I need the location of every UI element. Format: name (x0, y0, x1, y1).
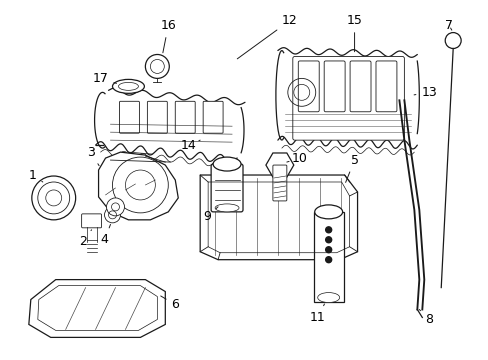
Bar (313, 212, 343, 302)
Text: 6: 6 (161, 296, 179, 311)
Text: 12: 12 (237, 14, 297, 59)
Text: 14: 14 (180, 139, 200, 152)
Text: 8: 8 (419, 310, 432, 326)
FancyBboxPatch shape (81, 214, 102, 228)
Circle shape (104, 207, 120, 223)
Ellipse shape (317, 293, 339, 302)
FancyBboxPatch shape (272, 165, 286, 201)
Text: 9: 9 (203, 207, 218, 223)
Text: 13: 13 (413, 86, 436, 99)
FancyBboxPatch shape (119, 101, 139, 133)
Text: 15: 15 (346, 14, 362, 52)
Text: 2: 2 (79, 230, 91, 248)
Circle shape (325, 257, 331, 263)
FancyBboxPatch shape (292, 57, 404, 140)
Ellipse shape (215, 204, 239, 212)
FancyBboxPatch shape (324, 61, 345, 112)
Circle shape (32, 176, 76, 220)
Text: 4: 4 (101, 224, 110, 246)
FancyBboxPatch shape (203, 101, 223, 133)
Text: 5: 5 (345, 154, 358, 183)
Polygon shape (99, 152, 178, 220)
FancyBboxPatch shape (175, 101, 195, 133)
Text: 10: 10 (286, 152, 307, 165)
Text: 7: 7 (444, 19, 452, 32)
Text: 1: 1 (29, 168, 42, 182)
FancyBboxPatch shape (349, 61, 370, 112)
Text: 17: 17 (92, 72, 116, 85)
Ellipse shape (213, 157, 241, 171)
Circle shape (106, 198, 124, 216)
Text: 16: 16 (160, 19, 176, 53)
Circle shape (325, 247, 331, 253)
Ellipse shape (118, 82, 138, 90)
Circle shape (325, 227, 331, 233)
Circle shape (145, 54, 169, 78)
Circle shape (325, 237, 331, 243)
Ellipse shape (112, 80, 144, 93)
Text: 3: 3 (86, 145, 99, 166)
FancyBboxPatch shape (375, 61, 396, 112)
Polygon shape (200, 175, 357, 260)
Ellipse shape (314, 205, 342, 219)
Polygon shape (29, 280, 165, 337)
FancyBboxPatch shape (298, 61, 319, 112)
Text: 11: 11 (309, 304, 325, 324)
FancyBboxPatch shape (147, 101, 167, 133)
FancyBboxPatch shape (211, 164, 243, 212)
